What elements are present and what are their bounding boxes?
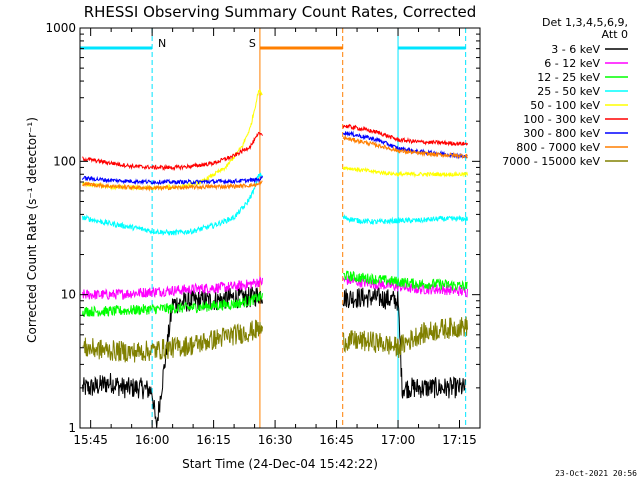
series-line	[82, 270, 468, 317]
plot-background	[80, 28, 480, 428]
x-tick-label: 16:00	[135, 433, 170, 447]
x-tick-label: 17:15	[442, 433, 477, 447]
series-line	[82, 172, 468, 236]
y-axis-label: Corrected Count Rate (s⁻¹ detector⁻¹)	[25, 117, 39, 343]
x-tick-label: 16:15	[196, 433, 231, 447]
legend-entry-label: 6 - 12 keV	[544, 57, 600, 70]
chart-title: RHESSI Observing Summary Count Rates, Co…	[84, 3, 477, 21]
footer-timestamp: 23-Oct-2021 20:56	[555, 469, 637, 478]
legend-entry-label: 7000 - 15000 keV	[502, 155, 600, 168]
series-line	[82, 316, 468, 363]
legend-entry-label: 50 - 100 keV	[530, 99, 600, 112]
x-tick-label: 17:00	[381, 433, 416, 447]
y-tick-label: 1	[68, 421, 76, 435]
plot-area	[80, 28, 480, 428]
legend-header: Det 1,3,4,5,6,9,	[542, 16, 628, 29]
x-tick-label: 16:45	[319, 433, 354, 447]
x-tick-label: 16:30	[258, 433, 293, 447]
axes-layer: 1 10 100 1000 15:45 16:00 16:15 16:30 16:45 17:00…	[45, 21, 481, 447]
y-tick-label: 1000	[45, 21, 76, 35]
legend-entry-label: 25 - 50 keV	[537, 85, 600, 98]
marker-label: S	[249, 37, 256, 50]
plot-frame	[79, 27, 481, 429]
legend-entry-label: 800 - 7000 keV	[516, 141, 600, 154]
legend-header: Att 0	[602, 28, 628, 41]
y-tick-label: 100	[53, 154, 76, 168]
legend-entry-label: 300 - 800 keV	[523, 127, 600, 140]
series-line	[82, 286, 466, 429]
legend-entry-label: 12 - 25 keV	[537, 71, 600, 84]
series-line	[82, 134, 468, 192]
y-tick-label: 10	[61, 288, 76, 302]
marker-label: N	[158, 37, 166, 50]
legend-entry-label: 3 - 6 keV	[551, 43, 600, 56]
legend-entry-label: 100 - 300 keV	[523, 113, 600, 126]
series-line	[82, 123, 468, 172]
x-tick-label: 15:45	[73, 433, 108, 447]
x-axis-label: Start Time (24-Dec-04 15:42:22)	[182, 457, 378, 471]
series-layer	[82, 89, 468, 429]
